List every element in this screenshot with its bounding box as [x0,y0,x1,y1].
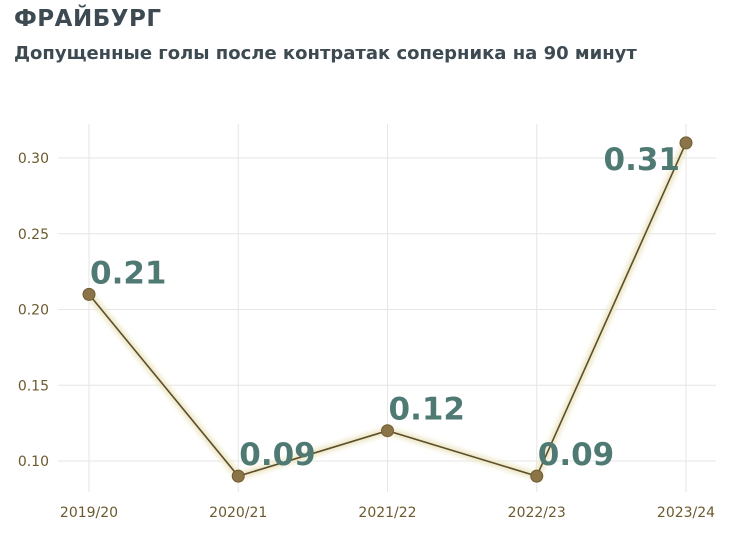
chart-title: ФРАЙБУРГ [14,6,162,32]
data-point [530,469,544,483]
x-tick-label: 2022/23 [508,505,566,521]
x-tick-label: 2020/21 [209,505,267,521]
data-point [679,136,693,150]
x-tick-label: 2023/24 [657,505,715,521]
chart-subtitle: Допущенные голы после контратак соперник… [14,43,637,64]
data-label: 0.09 [239,437,316,473]
x-tick-label: 2019/20 [60,505,118,521]
data-label: 0.12 [389,392,466,428]
data-point [381,424,394,438]
y-tick-label: 0.10 [18,454,49,470]
data-label: 0.21 [90,255,167,291]
x-tick-label: 2021/22 [358,505,416,521]
data-point [82,287,96,301]
y-tick-label: 0.25 [18,227,49,243]
data-point [231,469,245,483]
y-tick-label: 0.20 [18,303,49,319]
y-tick-label: 0.30 [18,151,49,167]
data-label: 0.09 [538,437,615,473]
y-tick-label: 0.15 [18,378,49,394]
data-label: 0.31 [604,142,681,178]
